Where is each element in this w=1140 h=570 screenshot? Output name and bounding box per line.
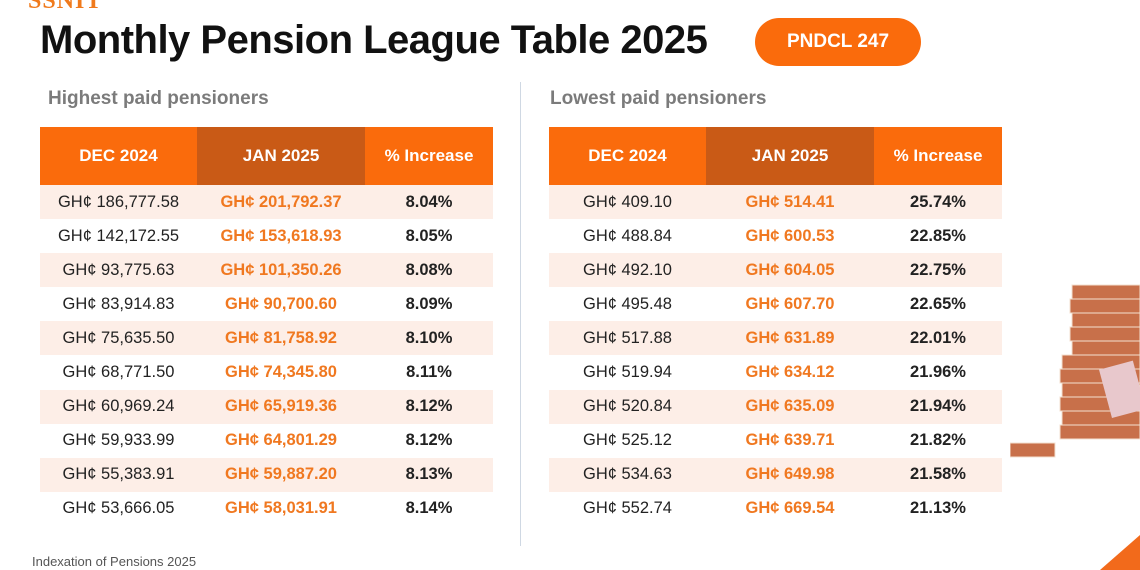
table-row: GH¢ 495.48 GH¢ 607.70 22.65%	[549, 287, 1002, 321]
jan-2025-value: GH¢ 59,887.20	[197, 457, 365, 492]
table-row: GH¢ 59,933.99 GH¢ 64,801.29 8.12%	[40, 424, 493, 458]
table-row: GH¢ 492.10 GH¢ 604.05 22.75%	[549, 253, 1002, 288]
percent-increase: 21.94%	[874, 389, 1002, 424]
percent-increase: 21.96%	[910, 363, 966, 382]
jan-2025-value: GH¢ 64,801.29	[225, 431, 337, 450]
footer-caption: Indexation of Pensions 2025	[32, 554, 197, 569]
table-row: GH¢ 525.12 GH¢ 639.71 21.82%	[549, 424, 1002, 458]
percent-increase: 8.10%	[365, 321, 493, 356]
dec-2024-value: GH¢ 534.63	[549, 457, 706, 492]
jan-2025-value: GH¢ 514.41	[706, 185, 874, 220]
percent-increase: 8.14%	[405, 499, 453, 518]
table-row: GH¢ 519.94 GH¢ 634.12 21.96%	[549, 355, 1002, 389]
dec-2024-value: GH¢ 186,777.58	[40, 185, 197, 220]
table-row: GH¢ 60,969.24 GH¢ 65,919.36 8.12%	[40, 389, 493, 424]
jan-2025-value: GH¢ 634.12	[745, 363, 835, 382]
percent-increase: 8.08%	[365, 253, 493, 288]
table-row: GH¢ 186,777.58 GH¢ 201,792.37 8.04%	[40, 185, 493, 220]
corner-accent	[1100, 535, 1140, 570]
header-row: DEC 2024 JAN 2025% Increase	[549, 127, 1002, 185]
jan-2025-value: GH¢ 90,700.60	[225, 294, 337, 313]
percent-increase: 22.01%	[874, 321, 1002, 356]
dec-2024-value: GH¢ 495.48	[583, 294, 672, 313]
table-row: GH¢ 55,383.91 GH¢ 59,887.20 8.13%	[40, 457, 493, 492]
dec-2024-value: GH¢ 53,666.05	[62, 499, 175, 518]
percent-increase: 8.12%	[365, 389, 493, 424]
page-title: Monthly Pension League Table 2025	[40, 18, 708, 62]
column-header: DEC 2024	[549, 127, 706, 185]
table-row: GH¢ 75,635.50 GH¢ 81,758.92 8.10%	[40, 321, 493, 356]
jan-2025-value: GH¢ 649.98	[706, 457, 874, 492]
dec-2024-value: GH¢ 83,914.83	[62, 294, 175, 313]
column-header: % Increase	[874, 127, 1002, 185]
table-row: GH¢ 93,775.63 GH¢ 101,350.26 8.08%	[40, 253, 493, 288]
percent-increase: 8.12%	[405, 431, 453, 450]
percent-increase: 21.58%	[874, 457, 1002, 492]
ssnit-logo: SSNIT	[28, 0, 103, 14]
jan-2025-value: GH¢ 74,345.80	[225, 363, 337, 382]
percent-increase: 8.13%	[365, 457, 493, 492]
dec-2024-value: GH¢ 525.12	[583, 431, 672, 450]
dec-2024-value: GH¢ 93,775.63	[40, 253, 197, 288]
column-header: DEC 2024	[40, 127, 197, 185]
dec-2024-value: GH¢ 520.84	[549, 389, 706, 424]
highest-paid-table: DEC 2024 JAN 2025% Increase GH¢ 186,777.58…	[40, 127, 493, 526]
jan-2025-value: GH¢ 201,792.37	[197, 185, 365, 220]
dec-2024-value: GH¢ 492.10	[549, 253, 706, 288]
jan-2025-value: GH¢ 607.70	[745, 294, 835, 313]
dec-2024-value: GH¢ 59,933.99	[62, 431, 175, 450]
lowest-paid-table: DEC 2024 JAN 2025% Increase GH¢ 409.10 GH¢ …	[549, 127, 1002, 526]
table-row: GH¢ 517.88 GH¢ 631.89 22.01%	[549, 321, 1002, 356]
dec-2024-value: GH¢ 60,969.24	[40, 389, 197, 424]
jan-2025-value: GH¢ 635.09	[706, 389, 874, 424]
percent-increase: 8.11%	[406, 363, 452, 382]
dec-2024-value: GH¢ 55,383.91	[40, 457, 197, 492]
jan-2025-value: GH¢ 604.05	[706, 253, 874, 288]
lowest-title: Lowest paid pensioners	[550, 88, 767, 109]
dec-2024-value: GH¢ 488.84	[583, 226, 672, 245]
table-row: GH¢ 552.74 GH¢ 669.54 21.13%	[549, 492, 1002, 526]
jan-2025-value: GH¢ 669.54	[745, 499, 835, 518]
jan-2025-value: GH¢ 81,758.92	[197, 321, 365, 356]
column-header: % Increase	[365, 127, 493, 185]
jan-2025-value: GH¢ 101,350.26	[197, 253, 365, 288]
highest-title: Highest paid pensioners	[48, 88, 269, 109]
dec-2024-value: GH¢ 68,771.50	[62, 363, 175, 382]
table-row: GH¢ 68,771.50 GH¢ 74,345.80 8.11%	[40, 355, 493, 389]
dec-2024-value: GH¢ 142,172.55	[57, 226, 180, 245]
percent-increase: 8.09%	[405, 294, 453, 313]
jan-2025-value: GH¢ 65,919.36	[197, 389, 365, 424]
percent-increase: 22.85%	[910, 226, 966, 245]
jan-2025-value: GH¢ 153,618.93	[220, 226, 342, 245]
table-row: GH¢ 488.84 GH¢ 600.53 22.85%	[549, 219, 1002, 253]
money-stack-image	[1010, 284, 1140, 458]
percent-increase: 21.82%	[910, 431, 966, 450]
percent-increase: 22.65%	[910, 294, 966, 313]
table-row: GH¢ 53,666.05 GH¢ 58,031.91 8.14%	[40, 492, 493, 526]
dec-2024-value: GH¢ 552.74	[583, 499, 672, 518]
table-row: GH¢ 409.10 GH¢ 514.41 25.74%	[549, 185, 1002, 220]
column-header: JAN 2025	[197, 127, 365, 185]
jan-2025-value: GH¢ 639.71	[745, 431, 835, 450]
dec-2024-value: GH¢ 409.10	[549, 185, 706, 220]
percent-increase: 8.04%	[365, 185, 493, 220]
jan-2025-value: GH¢ 600.53	[745, 226, 835, 245]
table-row: GH¢ 534.63 GH¢ 649.98 21.58%	[549, 457, 1002, 492]
percent-increase: 25.74%	[874, 185, 1002, 220]
percent-increase: 8.05%	[405, 226, 453, 245]
table-row: GH¢ 142,172.55 GH¢ 153,618.93 8.05%	[40, 219, 493, 253]
percent-increase: 21.13%	[910, 499, 966, 518]
header-row: DEC 2024 JAN 2025% Increase	[40, 127, 493, 185]
jan-2025-value: GH¢ 58,031.91	[225, 499, 337, 518]
table-row: GH¢ 520.84 GH¢ 635.09 21.94%	[549, 389, 1002, 424]
dec-2024-value: GH¢ 519.94	[583, 363, 672, 382]
dec-2024-value: GH¢ 75,635.50	[40, 321, 197, 356]
percent-increase: 22.75%	[874, 253, 1002, 288]
table-row: GH¢ 83,914.83 GH¢ 90,700.60 8.09%	[40, 287, 493, 321]
dec-2024-value: GH¢ 517.88	[549, 321, 706, 356]
jan-2025-value: GH¢ 631.89	[706, 321, 874, 356]
law-badge: PNDCL 247	[755, 18, 921, 66]
divider	[520, 82, 521, 546]
column-header: JAN 2025	[706, 127, 874, 185]
